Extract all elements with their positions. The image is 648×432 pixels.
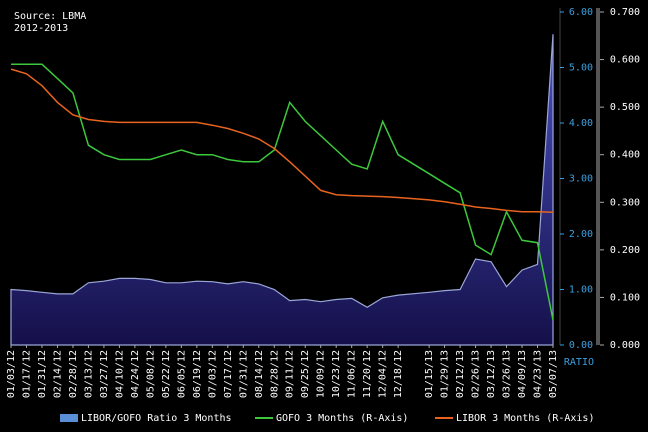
legend-label: GOFO 3 Months (R-Axis) [276, 413, 408, 424]
y-tick-label: 0.00 [569, 340, 593, 351]
x-tick-label: 02/28/12 [68, 350, 79, 398]
x-tick-label: 05/08/12 [145, 350, 156, 398]
y-tick-label: 4.00 [569, 118, 593, 129]
y2-tick-label: 0.500 [610, 102, 640, 113]
x-tick-label: 04/10/12 [114, 350, 125, 398]
x-tick-label: 09/11/12 [285, 350, 296, 398]
y-tick-label: 1.00 [569, 285, 593, 296]
x-tick-label: 04/23/13 [533, 350, 544, 398]
x-tick-label: 01/03/12 [6, 350, 17, 398]
x-tick-label: 04/24/12 [130, 350, 141, 398]
subtitle: 2012-2013 [14, 23, 68, 34]
y2-tick-label: 0.200 [610, 245, 640, 256]
x-tick-label: 03/13/12 [83, 350, 94, 398]
x-tick-label: 03/26/13 [502, 350, 513, 398]
x-tick-label: 02/26/13 [471, 350, 482, 398]
y-tick-label: 5.00 [569, 63, 593, 74]
x-tick-label: 12/04/12 [378, 350, 389, 398]
x-tick-label: 07/03/12 [207, 350, 218, 398]
x-tick-label: 01/15/13 [424, 350, 435, 398]
legend-label: LIBOR 3 Months (R-Axis) [456, 413, 594, 424]
x-tick-label: 08/14/12 [254, 350, 265, 398]
x-tick-label: 06/05/12 [176, 350, 187, 398]
x-tick-label: 07/17/12 [223, 350, 234, 398]
y2-tick-label: 0.000 [610, 340, 640, 351]
y-axis-title: RATIO [564, 357, 594, 368]
y-tick-label: 3.00 [569, 174, 593, 185]
axis-separator [596, 8, 600, 345]
y2-tick-label: 0.600 [610, 55, 640, 66]
legend-swatch [60, 414, 78, 422]
y2-tick-label: 0.400 [610, 150, 640, 161]
x-tick-label: 11/20/12 [362, 350, 373, 398]
x-tick-label: 12/18/12 [393, 350, 404, 398]
y-tick-label: 6.00 [569, 7, 593, 18]
x-tick-label: 04/09/13 [517, 350, 528, 398]
series-line [10, 68, 554, 214]
x-tick-label: 01/17/12 [21, 350, 32, 398]
x-tick-label: 08/28/12 [269, 350, 280, 398]
series-line [11, 63, 554, 320]
x-tick-label: 10/23/12 [331, 350, 342, 398]
ratio-area [10, 34, 554, 346]
source: Source: LBMA [14, 11, 86, 22]
y2-tick-label: 0.300 [610, 197, 640, 208]
x-tick-label: 02/14/12 [52, 350, 63, 398]
x-tick-label: 01/29/13 [440, 350, 451, 398]
y2-tick-label: 0.700 [610, 7, 640, 18]
y2-tick-label: 0.100 [610, 292, 640, 303]
x-tick-label: 10/09/12 [316, 350, 327, 398]
x-tick-label: 05/07/13 [548, 350, 559, 398]
y-tick-label: 2.00 [569, 229, 593, 240]
x-tick-label: 01/31/12 [37, 350, 48, 398]
x-tick-label: 02/12/13 [455, 350, 466, 398]
x-tick-label: 07/31/12 [238, 350, 249, 398]
x-tick-label: 09/25/12 [300, 350, 311, 398]
legend-label: LIBOR/GOFO Ratio 3 Months [81, 413, 232, 424]
x-tick-label: 05/22/12 [161, 350, 172, 398]
x-tick-label: 06/19/12 [192, 350, 203, 398]
x-tick-label: 11/06/12 [347, 350, 358, 398]
x-tick-label: 03/27/12 [99, 350, 110, 398]
x-tick-label: 03/12/13 [486, 350, 497, 398]
